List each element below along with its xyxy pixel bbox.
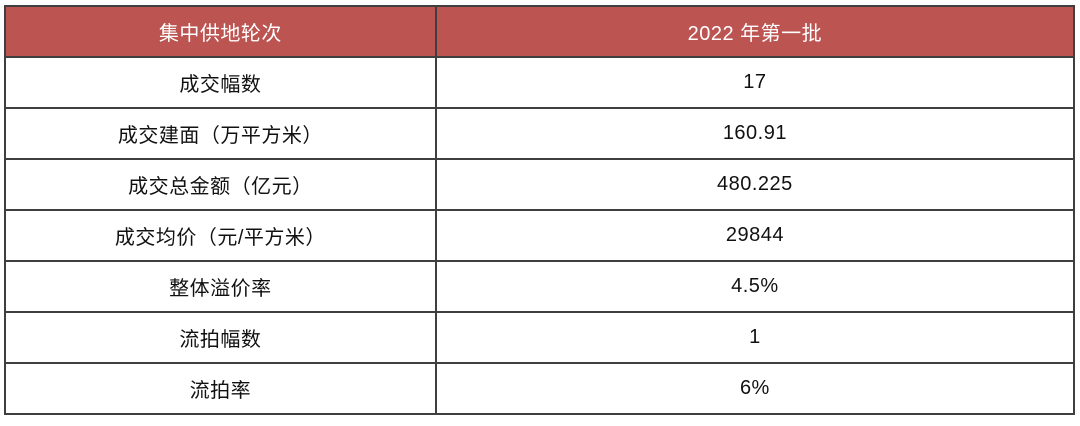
row-value: 6% [434,362,1076,415]
row-label: 整体溢价率 [4,260,437,313]
row-value: 160.91 [434,107,1076,160]
table-row: 流拍幅数 1 [4,311,1076,364]
row-value: 29844 [434,209,1076,262]
row-label: 流拍率 [4,362,437,415]
row-value: 1 [434,311,1076,364]
table-row: 成交建面（万平方米） 160.91 [4,107,1076,160]
table-row: 成交总金额（亿元） 480.225 [4,158,1076,211]
row-label: 流拍幅数 [4,311,437,364]
land-supply-table: 集中供地轮次 2022 年第一批 成交幅数 17 成交建面（万平方米） 160.… [4,5,1076,415]
table-row: 整体溢价率 4.5% [4,260,1076,313]
header-cell-round: 集中供地轮次 [4,5,437,58]
row-label: 成交幅数 [4,56,437,109]
header-cell-batch: 2022 年第一批 [434,5,1076,58]
row-value: 480.225 [434,158,1076,211]
header-row: 集中供地轮次 2022 年第一批 [4,5,1076,58]
table-body: 成交幅数 17 成交建面（万平方米） 160.91 成交总金额（亿元） 480.… [4,56,1076,415]
table-row: 成交均价（元/平方米） 29844 [4,209,1076,262]
table-row: 成交幅数 17 [4,56,1076,109]
land-auction-summary: 集中供地轮次 2022 年第一批 成交幅数 17 成交建面（万平方米） 160.… [4,5,1076,415]
table-header: 集中供地轮次 2022 年第一批 [4,5,1076,58]
table-row: 流拍率 6% [4,362,1076,415]
row-label: 成交总金额（亿元） [4,158,437,211]
row-value: 17 [434,56,1076,109]
row-label: 成交均价（元/平方米） [4,209,437,262]
row-label: 成交建面（万平方米） [4,107,437,160]
row-value: 4.5% [434,260,1076,313]
